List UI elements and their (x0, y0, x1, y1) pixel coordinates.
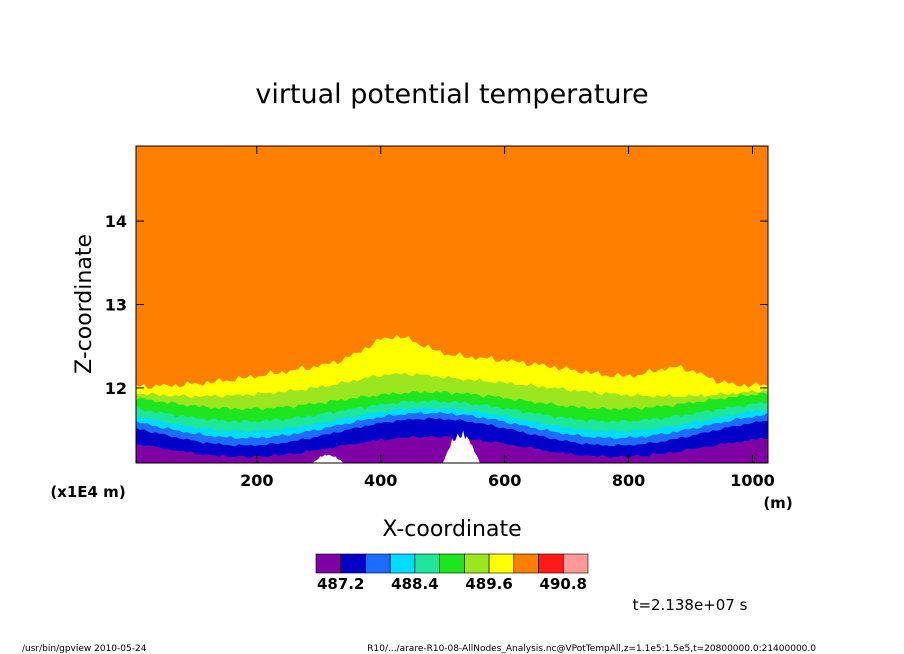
colorbar-swatch (464, 553, 490, 574)
x-unit-label: (m) (763, 494, 792, 512)
x-axis-label: X-coordinate (382, 517, 521, 542)
x-tick-label: 1000 (730, 471, 775, 490)
colorbar-swatch (365, 553, 391, 574)
colorbar-swatch (340, 553, 366, 574)
y-axis-label: Z-coordinate (72, 234, 97, 374)
x-tick-label: 600 (488, 471, 521, 490)
colorbar-tick-label: 488.4 (391, 575, 438, 593)
colorbar-tick-label: 489.6 (465, 575, 512, 593)
time-label: t=2.138e+07 s (633, 596, 748, 614)
y-tick-label: 12 (105, 379, 127, 398)
colorbar-swatch (488, 553, 515, 574)
colorbar-tick-label: 490.8 (540, 575, 587, 593)
colorbar-swatch (315, 553, 342, 574)
colorbar-swatch (513, 553, 539, 574)
y-tick-label: 14 (105, 212, 127, 231)
colorbar-swatch (439, 553, 465, 574)
footer-left: /usr/bin/gpview 2010-05-24 (22, 644, 147, 654)
below-range-patch (442, 430, 480, 463)
y-tick-label: 13 (105, 296, 127, 315)
below-range-patch (312, 454, 344, 463)
x-tick-label: 400 (364, 471, 397, 490)
x-tick-label: 200 (240, 471, 273, 490)
plot-area (135, 145, 769, 464)
colorbar-swatch (538, 553, 564, 574)
x-tick-label: 800 (612, 471, 645, 490)
y-axis: 12 13 14 (105, 212, 768, 398)
colorbar: 487.2 488.4 489.6 490.8 (315, 553, 589, 593)
chart-title: virtual potential temperature (255, 79, 648, 110)
y-scale-note: (x1E4 m) (50, 483, 125, 501)
contour-bands (136, 334, 768, 463)
footer-right: R10/.../arare-R10-08-AllNodes_Analysis.n… (367, 644, 816, 654)
colorbar-swatch (389, 553, 416, 574)
colorbar-swatch (414, 553, 440, 574)
colorbar-tick-label: 487.2 (317, 575, 364, 593)
x-axis: 200 400 600 800 1000 (240, 146, 775, 490)
colorbar-swatch (562, 553, 589, 574)
